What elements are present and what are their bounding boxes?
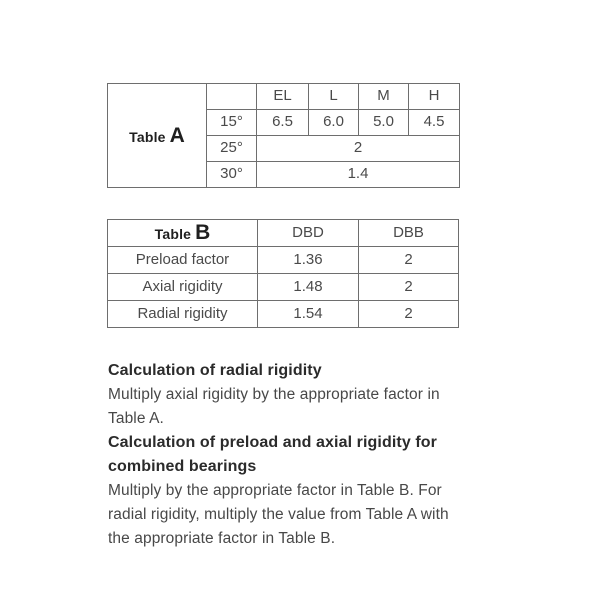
table-a-title-cell: Table A — [107, 83, 207, 188]
paragraph-preload-axial-rigidity: Multiply by the appropriate factor in Ta… — [108, 482, 449, 547]
table-a-title-letter: A — [169, 123, 185, 147]
table-b-title-cell: Table B — [107, 219, 258, 247]
table-a-header-m: M — [358, 83, 409, 110]
table-b-row-radial: Radial rigidity 1.54 2 — [107, 300, 459, 328]
table-a-row-30: 30° 1.4 — [108, 161, 460, 188]
table-b-radial-dbd: 1.54 — [257, 300, 359, 328]
table-a-title-word: Table — [129, 128, 166, 145]
table-b-preload-dbb: 2 — [358, 246, 459, 274]
table-b-row-preload: Preload factor 1.36 2 — [107, 246, 459, 274]
table-b: Table B DBD DBB Preload factor 1.36 2 Axi… — [107, 219, 459, 328]
table-a-header-h: H — [408, 83, 460, 110]
table-a-value-15-m: 5.0 — [358, 109, 409, 136]
table-a-row-25: 25° 2 — [108, 135, 460, 162]
table-b-rowlabel-radial: Radial rigidity — [107, 300, 258, 328]
table-a-value-15-h: 4.5 — [408, 109, 460, 136]
table-b-title-letter: B — [195, 221, 211, 245]
calculation-notes: Calculation of radial rigidity Multiply … — [108, 359, 476, 551]
table-b-rowlabel-preload: Preload factor — [107, 246, 258, 274]
table-b-preload-dbd: 1.36 — [257, 246, 359, 274]
table-a-angle-30: 30° — [206, 161, 257, 188]
table-a: Table A EL L M H 15° 6.5 6.0 5.0 4.5 25° … — [107, 83, 460, 188]
table-a-angle-25: 25° — [206, 135, 257, 162]
table-b-header-dbd: DBD — [257, 219, 359, 247]
heading-preload-axial-rigidity: Calculation of preload and axial rigidit… — [108, 434, 437, 475]
table-b-header-dbb: DBB — [358, 219, 459, 247]
table-a-row-15: 15° 6.5 6.0 5.0 4.5 — [108, 109, 460, 136]
table-a-corner-cell — [206, 83, 257, 110]
paragraph-radial-rigidity: Multiply axial rigidity by the appropria… — [108, 386, 440, 427]
table-b-axial-dbd: 1.48 — [257, 273, 359, 301]
table-a-value-25-merged: 2 — [256, 135, 460, 162]
table-b-title-word: Table — [154, 226, 192, 243]
table-a-header-l: L — [308, 83, 359, 110]
table-b-header-row: Table B DBD DBB — [107, 219, 459, 247]
table-b-axial-dbb: 2 — [358, 273, 459, 301]
table-a-value-30-merged: 1.4 — [256, 161, 460, 188]
table-b-rowlabel-axial: Axial rigidity — [107, 273, 258, 301]
table-b-row-axial: Axial rigidity 1.48 2 — [107, 273, 459, 301]
table-a-value-15-el: 6.5 — [256, 109, 309, 136]
table-a-angle-15: 15° — [206, 109, 257, 136]
table-a-header-row: Table A EL L M H — [107, 83, 460, 188]
table-b-radial-dbb: 2 — [358, 300, 459, 328]
heading-radial-rigidity: Calculation of radial rigidity — [108, 362, 322, 379]
table-a-header-el: EL — [256, 83, 309, 110]
table-a-value-15-l: 6.0 — [308, 109, 359, 136]
